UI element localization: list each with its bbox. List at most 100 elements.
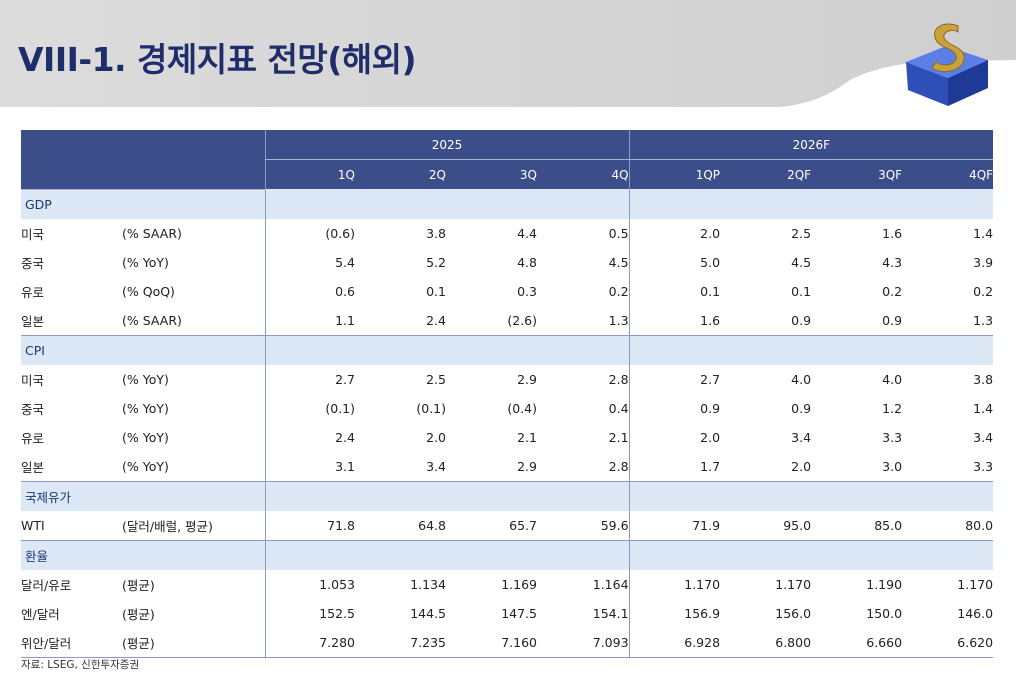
value-cell: 1.4 (902, 393, 994, 423)
value-cell: 7.160 (446, 627, 537, 658)
value-cell: 4.0 (811, 364, 903, 394)
value-cell: 6.620 (902, 627, 994, 658)
section-fill (264, 480, 630, 511)
value-cell: 1.169 (446, 569, 537, 599)
section-fill (628, 480, 994, 511)
header-year-2025: 2025 (264, 130, 630, 160)
row-unit: (평균) (122, 569, 265, 599)
value-cell: 2.8 (537, 364, 630, 394)
header-quarter-1qp: 1QP (628, 159, 721, 189)
value-cell: 3.4 (355, 451, 446, 481)
section-label: 국제유가 (21, 480, 265, 511)
value-cell: 64.8 (355, 510, 446, 540)
value-cell: 1.6 (628, 305, 721, 335)
value-cell: 2.9 (446, 364, 537, 394)
value-cell: 0.9 (628, 393, 721, 423)
section-fill (264, 539, 630, 570)
value-cell: 7.235 (355, 627, 446, 658)
value-cell: 152.5 (264, 598, 355, 628)
value-cell: 6.928 (628, 627, 721, 658)
header-row-years: 2025 2026F (21, 130, 994, 190)
value-cell: 4.5 (537, 247, 630, 277)
section-label: GDP (21, 189, 265, 219)
section-label: CPI (21, 334, 265, 365)
value-cell: 1.3 (902, 305, 994, 335)
row-name: 일본 (21, 451, 122, 481)
value-cell: 3.8 (902, 364, 994, 394)
value-cell: 2.7 (628, 364, 721, 394)
value-cell: 0.2 (811, 276, 903, 306)
value-cell: 1.7 (628, 451, 721, 481)
row-unit: (% SAAR) (122, 218, 265, 248)
table-row: 위안/달러 (평균) 7.280 7.235 7.160 7.093 6.928 6.800 6… (21, 627, 994, 658)
row-unit: (평균) (122, 627, 265, 658)
table-row: 일본 (% YoY) 3.1 3.4 2.9 2.8 1.7 2.0 3.0 3.3 (21, 451, 994, 481)
value-cell: (0.4) (446, 393, 537, 423)
section-label: 환율 (21, 539, 265, 570)
value-cell: 2.4 (264, 422, 355, 452)
section-fill (628, 189, 994, 219)
source-note: 자료: LSEG, 신한투자증권 (21, 659, 140, 671)
table-row: 달러/유로 (평균) 1.053 1.134 1.169 1.164 1.170 1.170 1… (21, 569, 994, 599)
value-cell: 2.8 (537, 451, 630, 481)
table-row: 일본 (% SAAR) 1.1 2.4 (2.6) 1.3 1.6 0.9 0.9 1.3 (21, 305, 994, 335)
value-cell: 1.6 (811, 218, 903, 248)
section-fill (628, 334, 994, 365)
row-name: WTI (21, 510, 122, 540)
table-row: 중국 (% YoY) (0.1) (0.1) (0.4) 0.4 0.9 0.9 1.2 1.4 (21, 393, 994, 423)
value-cell: 3.4 (720, 422, 812, 452)
table-row: 미국 (% SAAR) (0.6) 3.8 4.4 0.5 2.0 2.5 1.6 1.4 (21, 218, 994, 248)
value-cell: 0.2 (537, 276, 630, 306)
section-row: GDP (21, 189, 994, 219)
value-cell: 2.9 (446, 451, 537, 481)
value-cell: 144.5 (355, 598, 446, 628)
row-name: 미국 (21, 218, 122, 248)
value-cell: 1.164 (537, 569, 630, 599)
table-row: 유로 (% QoQ) 0.6 0.1 0.3 0.2 0.1 0.1 0.2 0.2 (21, 276, 994, 306)
value-cell: 0.9 (811, 305, 903, 335)
value-cell: 59.6 (537, 510, 630, 540)
header-year-2026f: 2026F (628, 130, 994, 160)
value-cell: 85.0 (811, 510, 903, 540)
economic-indicators-table: 2025 2026F 1Q 2Q 3Q 4Q 1QP 2QF 3QF 4QF GDP 미국 (% … (21, 130, 994, 658)
value-cell: 146.0 (902, 598, 994, 628)
value-cell: 4.3 (811, 247, 903, 277)
value-cell: 0.6 (264, 276, 355, 306)
value-cell: 65.7 (446, 510, 537, 540)
value-cell: 1.4 (902, 218, 994, 248)
value-cell: 156.9 (628, 598, 721, 628)
value-cell: 3.3 (902, 451, 994, 481)
value-cell: (0.1) (264, 393, 355, 423)
page-title: VIII-1. 경제지표 전망(해외) (18, 40, 417, 79)
value-cell: 1.170 (902, 569, 994, 599)
row-unit: (% YoY) (122, 422, 265, 452)
value-cell: 156.0 (720, 598, 812, 628)
row-unit: (% SAAR) (122, 305, 265, 335)
value-cell: (2.6) (446, 305, 537, 335)
value-cell: 0.2 (902, 276, 994, 306)
value-cell: 0.5 (537, 218, 630, 248)
header-blank-cell (21, 130, 265, 190)
value-cell: 1.170 (628, 569, 721, 599)
value-cell: 2.0 (720, 451, 812, 481)
section-fill (628, 539, 994, 570)
value-cell: 2.5 (355, 364, 446, 394)
table-row: 중국 (% YoY) 5.4 5.2 4.8 4.5 5.0 4.5 4.3 3.9 (21, 247, 994, 277)
value-cell: 1.134 (355, 569, 446, 599)
header-quarter-3qf: 3QF (811, 159, 903, 189)
table-row: 미국 (% YoY) 2.7 2.5 2.9 2.8 2.7 4.0 4.0 3.8 (21, 364, 994, 394)
row-unit: (달러/배럴, 평균) (122, 510, 265, 540)
value-cell: 1.1 (264, 305, 355, 335)
value-cell: 95.0 (720, 510, 812, 540)
value-cell: 0.1 (628, 276, 721, 306)
value-cell: 3.4 (902, 422, 994, 452)
table-row: WTI (달러/배럴, 평균) 71.8 64.8 65.7 59.6 71.9 95.0 85… (21, 510, 994, 540)
value-cell: (0.1) (355, 393, 446, 423)
value-cell: 2.1 (537, 422, 630, 452)
row-name: 미국 (21, 364, 122, 394)
value-cell: 1.3 (537, 305, 630, 335)
value-cell: 4.8 (446, 247, 537, 277)
value-cell: (0.6) (264, 218, 355, 248)
value-cell: 5.2 (355, 247, 446, 277)
table-body: GDP 미국 (% SAAR) (0.6) 3.8 4.4 0.5 2.0 2.5 1.6 1.4 중… (21, 189, 994, 658)
